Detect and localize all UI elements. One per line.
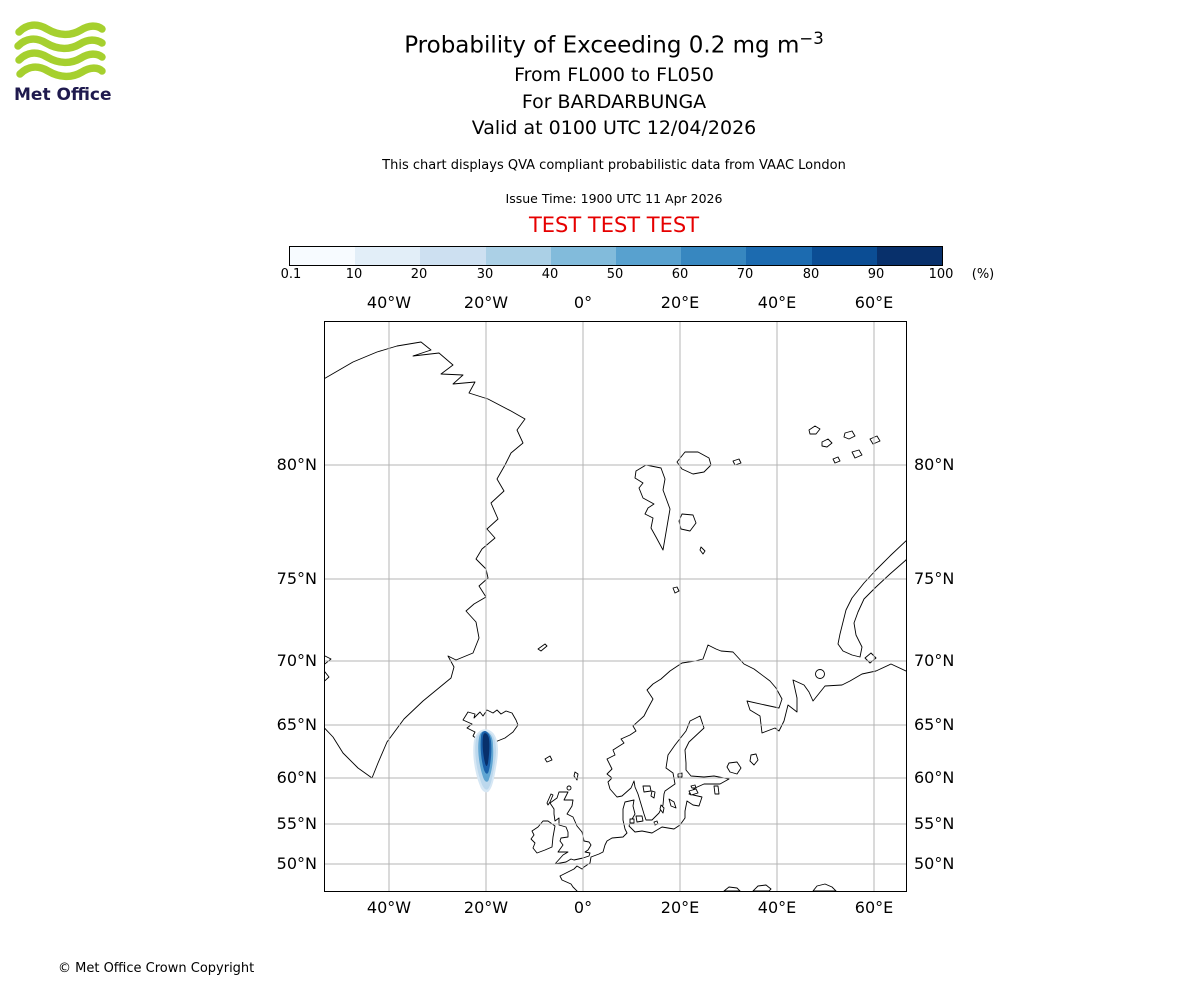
lat-label-left: 80°N [276, 455, 317, 474]
colorbar-segment [420, 247, 486, 265]
svalbard-nordaustlandet [676, 451, 712, 475]
greenland [325, 341, 526, 779]
colorbar-tick: 80 [802, 267, 820, 282]
map-frame: 40°W 20°W 0° 20°E 40°E 60°E 40°W 20°W 0°… [277, 293, 955, 917]
colorbar-segment [681, 247, 747, 265]
colorbar-tick: 30 [476, 267, 494, 282]
shetland [573, 771, 579, 781]
test-banner: TEST TEST TEST [528, 213, 700, 237]
colorbar-tick: 40 [541, 267, 559, 282]
colorbar-tick: 90 [867, 267, 885, 282]
lat-label-right: 65°N [914, 715, 955, 734]
qva-note: This chart displays QVA compliant probab… [382, 158, 846, 173]
colorbar-tick: 70 [736, 267, 754, 282]
colorbar-segment [485, 247, 551, 265]
lon-label-bottom: 20°W [463, 898, 509, 917]
ash-cloud [473, 729, 498, 793]
subtitle-volcano: For BARDARBUNGA [521, 91, 707, 113]
lon-label-bottom: 20°E [660, 898, 700, 917]
lon-label-bottom: 40°W [366, 898, 412, 917]
title-exponent: −3 [799, 29, 824, 48]
lon-label-bottom: 40°E [757, 898, 797, 917]
lat-label-right: 55°N [914, 814, 955, 833]
colorbar-tick: 10 [345, 267, 363, 282]
met-office-logo: Met Office [14, 20, 124, 105]
jan-mayen-island [537, 643, 548, 652]
subtitle-valid-time: Valid at 0100 UTC 12/04/2026 [471, 117, 757, 139]
lon-label-top: 20°E [660, 293, 700, 312]
lon-label-top: 0° [573, 293, 593, 312]
franz-josef-land [808, 425, 881, 464]
probability-colorbar [289, 246, 943, 266]
subtitle-flight-levels: From FL000 to FL050 [514, 64, 714, 86]
faroe-islands [544, 755, 553, 763]
hebrides [546, 793, 554, 806]
great-britain [549, 791, 592, 865]
logo-waves [14, 21, 106, 81]
lat-label-right: 60°N [914, 768, 955, 787]
colorbar-tick: 50 [606, 267, 624, 282]
kolguyev-island [815, 669, 825, 679]
lat-label-left: 70°N [276, 651, 317, 670]
colorbar-tick: 60 [671, 267, 689, 282]
lat-label-right: 80°N [914, 455, 955, 474]
gridlines [325, 322, 906, 891]
hopen-island [699, 546, 706, 555]
lon-label-bottom: 0° [573, 898, 593, 917]
lat-label-right: 50°N [914, 854, 955, 873]
colorbar-unit: (%) [971, 267, 995, 282]
colorbar-segment [746, 247, 812, 265]
colorbar-ticks: 0.1 10 20 30 40 50 60 70 80 90 100 (%) [281, 267, 1009, 285]
svalbard-spitsbergen [634, 464, 671, 551]
colorbar-segment [355, 247, 421, 265]
lat-label-left: 65°N [276, 715, 317, 734]
colorbar-tick: 0.1 [280, 267, 302, 282]
ireland [530, 820, 556, 854]
colorbar-segment [876, 247, 943, 265]
lat-label-left: 60°N [276, 768, 317, 787]
page-title: Probability of Exceeding 0.2 mg m−3 [28, 29, 1200, 59]
svalbard-edgeoya [678, 513, 697, 532]
lon-label-top: 20°W [463, 293, 509, 312]
novaya-zemlya [837, 540, 906, 658]
lat-label-left: 50°N [276, 854, 317, 873]
colorbar-segment [811, 247, 877, 265]
issue-time: Issue Time: 1900 UTC 11 Apr 2026 [505, 191, 723, 206]
lon-label-bottom: 60°E [854, 898, 894, 917]
lat-label-right: 75°N [914, 569, 955, 588]
logo-wave [16, 63, 106, 81]
colorbar-tick: 20 [410, 267, 428, 282]
colorbar-segment [550, 247, 617, 265]
coastlines [325, 341, 906, 891]
lon-label-top: 60°E [854, 293, 894, 312]
lon-label-top: 40°E [757, 293, 797, 312]
bear-island [672, 586, 680, 594]
map-canvas [325, 322, 906, 891]
logo-wave [15, 49, 106, 67]
lat-label-left: 55°N [276, 814, 317, 833]
lat-label-left: 75°N [276, 569, 317, 588]
colorbar-segment [616, 247, 682, 265]
footer-copyright: © Met Office Crown Copyright [58, 961, 255, 976]
title-main: Probability of Exceeding 0.2 mg m [404, 32, 800, 59]
header-titles: Probability of Exceeding 0.2 mg m−3 From… [28, 0, 1200, 245]
lon-label-top: 40°W [366, 293, 412, 312]
kvitoya-island [732, 458, 742, 466]
southern-seas [723, 883, 837, 891]
colorbar-segment [290, 247, 356, 265]
ash-band-core [482, 733, 490, 766]
logo-wave [14, 35, 106, 53]
logo-wave [15, 21, 106, 39]
colorbar-tick: 100 [928, 267, 954, 282]
lakes [642, 753, 759, 799]
logo-text: Met Office [14, 85, 112, 105]
lat-label-right: 70°N [914, 651, 955, 670]
orkney [566, 785, 572, 791]
